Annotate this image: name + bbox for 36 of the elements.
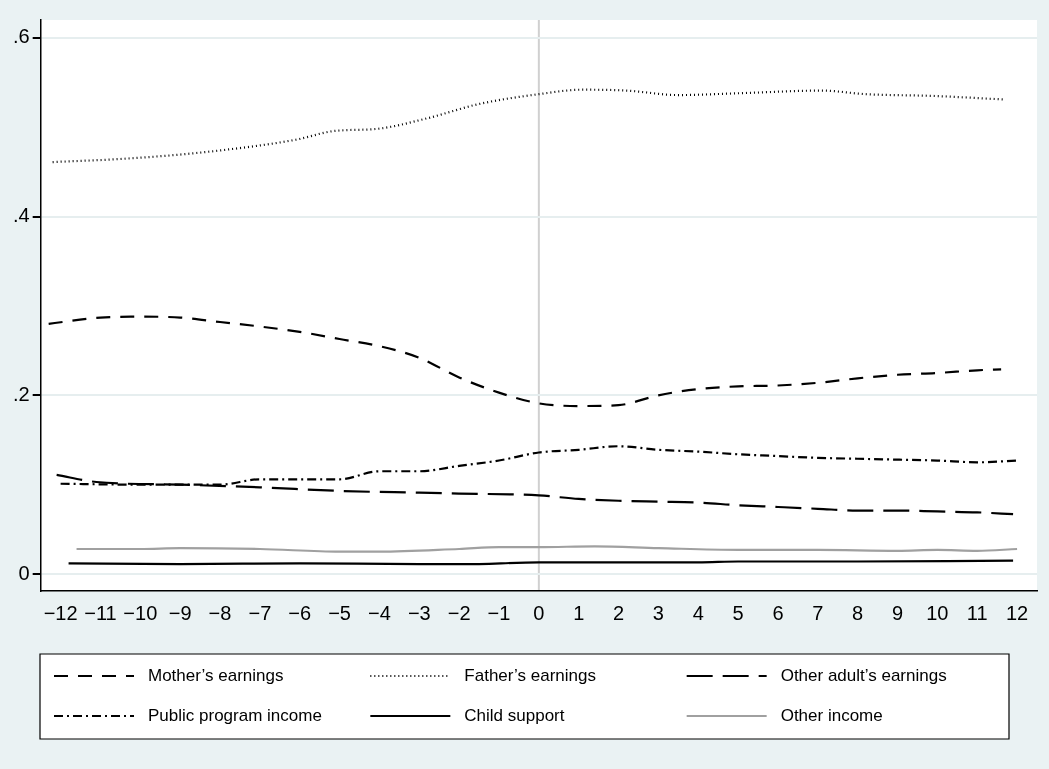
x-tick-label: 1 — [573, 601, 585, 624]
x-tick-label: −4 — [368, 601, 391, 624]
x-tick-label: 12 — [1005, 601, 1029, 624]
x-tick-label: 7 — [812, 601, 824, 624]
legend-label: Other adult’s earnings — [780, 665, 947, 685]
x-tick-label: 2 — [612, 601, 625, 624]
x-tick-label: −9 — [168, 601, 192, 624]
legend-label: Other income — [780, 705, 883, 725]
x-tick-label: 9 — [891, 601, 904, 624]
x-tick-label: −12 — [43, 601, 78, 624]
line-series — [47, 315, 1003, 408]
x-tick-label: −10 — [123, 601, 158, 624]
legend-label: Father’s earnings — [464, 665, 597, 685]
x-tick-label: −7 — [248, 601, 272, 624]
legend-label: Public program income — [148, 705, 322, 725]
x-tick-label: −5 — [328, 601, 351, 624]
x-tick-label: −2 — [447, 601, 471, 624]
x-tick-label: −8 — [208, 601, 232, 624]
x-tick-label: −1 — [487, 601, 511, 624]
y-tick-label: .2 — [12, 382, 30, 405]
x-tick-label: −3 — [407, 601, 431, 624]
x-tick-label: 6 — [772, 601, 784, 624]
y-tick-label: 0 — [18, 561, 30, 584]
x-tick-label: 10 — [926, 601, 949, 624]
x-tick-label: 0 — [533, 601, 545, 624]
legend-label: Mother’s earnings — [148, 665, 284, 685]
y-tick-label: .4 — [12, 204, 30, 227]
y-tick-label: .6 — [12, 25, 30, 48]
legend-label: Child support — [464, 705, 565, 725]
x-tick-label: −11 — [84, 601, 117, 624]
x-tick-label: 8 — [852, 601, 864, 624]
x-tick-label: 11 — [966, 601, 988, 624]
x-tick-label: 5 — [732, 601, 744, 624]
x-tick-label: 3 — [652, 601, 664, 624]
x-tick-label: 4 — [692, 601, 704, 624]
x-tick-label: −6 — [288, 601, 312, 624]
